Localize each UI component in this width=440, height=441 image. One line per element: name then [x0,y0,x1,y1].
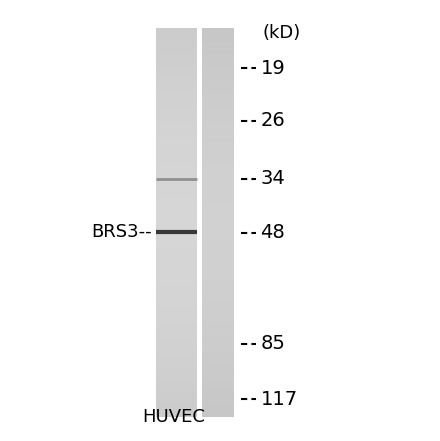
Text: 117: 117 [260,389,297,409]
Text: 26: 26 [260,111,285,131]
Text: 34: 34 [260,169,285,188]
Text: 19: 19 [260,59,285,78]
Text: (kD): (kD) [263,24,301,42]
Text: BRS3--: BRS3-- [91,223,152,240]
Text: 85: 85 [260,334,286,354]
Text: HUVEC: HUVEC [143,407,205,426]
Text: 48: 48 [260,223,285,243]
